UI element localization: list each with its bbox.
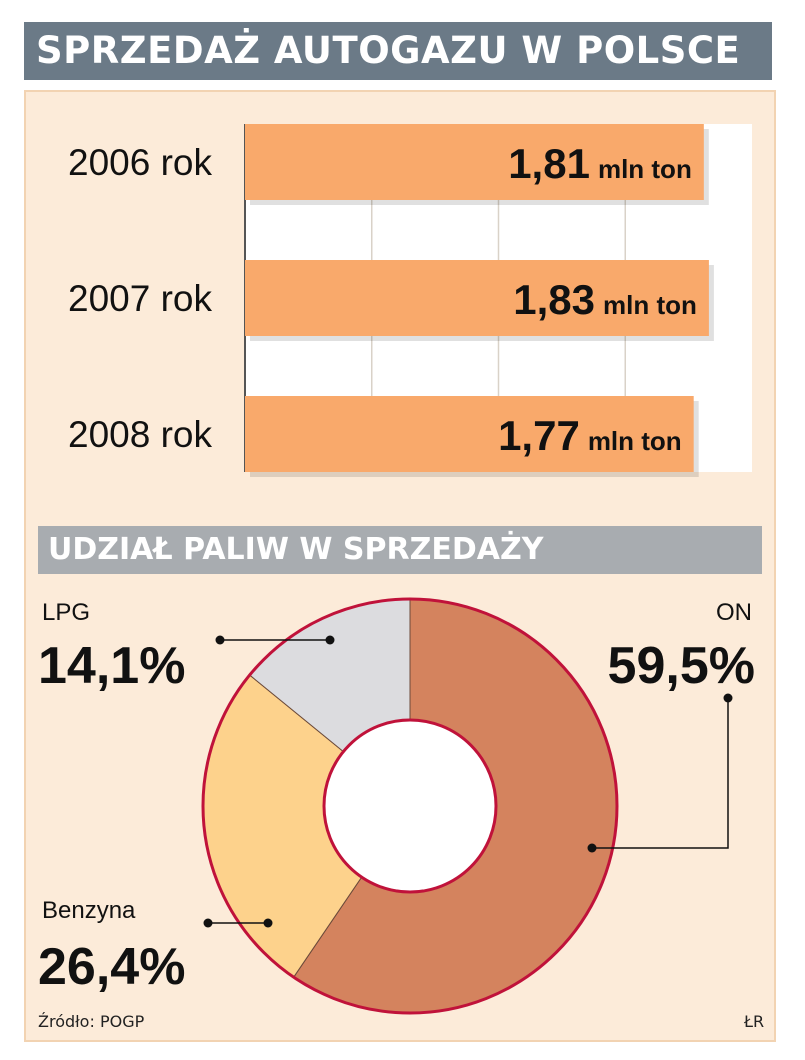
category-label: 2007 rok: [68, 278, 212, 319]
title-bar: SPRZEDAŻ AUTOGAZU W POLSCE: [24, 22, 772, 80]
author-initials: ŁR: [744, 1012, 765, 1031]
data-label: 1,77 mln ton: [498, 412, 682, 459]
data-label: 1,83 mln ton: [513, 276, 697, 323]
bar-1: [245, 124, 704, 200]
chart-subtitle: UDZIAŁ PALIW W SPRZEDAŻY: [48, 532, 544, 567]
bar-3: [245, 396, 694, 472]
data-label: 1,81 mln ton: [508, 140, 692, 187]
category-label: 2008 rok: [68, 414, 212, 455]
subtitle-bar: UDZIAŁ PALIW W SPRZEDAŻY: [38, 526, 762, 574]
bar-chart: 2006 rok 1,81 mln ton 2007 rok 1,83 mln ton 20…: [68, 124, 752, 477]
bar-2: [245, 260, 709, 336]
chart-title: SPRZEDAŻ AUTOGAZU W POLSCE: [36, 29, 741, 72]
source-note: Źródło: POGP: [38, 1012, 145, 1031]
category-label: 2006 rok: [68, 142, 212, 183]
